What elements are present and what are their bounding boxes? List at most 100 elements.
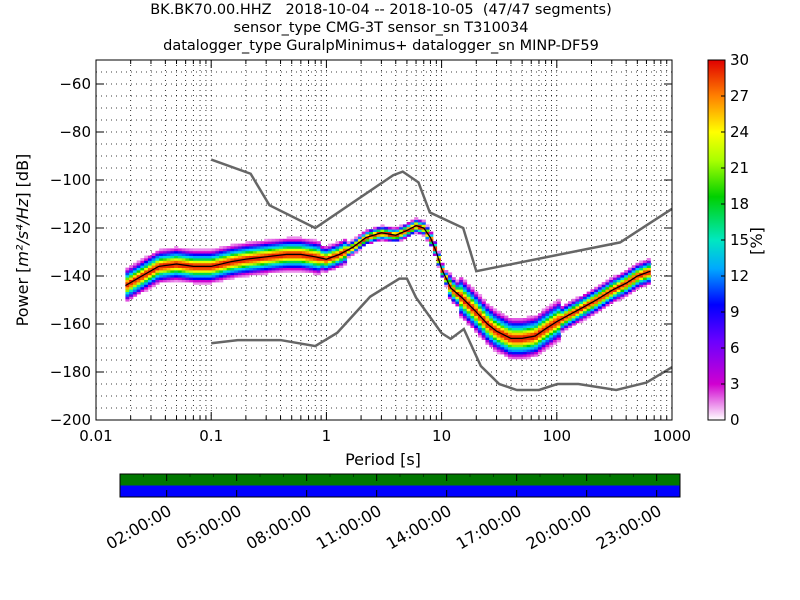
histogram-cell — [241, 243, 246, 247]
histogram-cell — [237, 270, 243, 273]
histogram-cell — [436, 250, 441, 254]
histogram-cell — [421, 219, 426, 223]
histogram-cell — [545, 325, 550, 328]
histogram-cell — [309, 253, 314, 256]
timeline-tick-label: 20:00:00 — [523, 501, 595, 553]
histogram-cell — [234, 267, 239, 271]
histogram-cell — [537, 351, 543, 355]
histogram-cell — [177, 265, 183, 268]
histogram-cell — [522, 354, 528, 357]
histogram-cell — [410, 219, 415, 223]
histogram-cell — [590, 291, 595, 295]
histogram-cell — [286, 262, 291, 266]
histogram-cell — [144, 258, 149, 261]
histogram-cell — [500, 322, 505, 326]
histogram-cell — [290, 250, 295, 254]
histogram-cell — [597, 298, 603, 302]
histogram-cell — [380, 224, 385, 228]
histogram-cell — [245, 241, 250, 244]
histogram-cell — [485, 320, 490, 324]
histogram-cell — [211, 260, 216, 264]
histogram-cell — [159, 253, 164, 256]
histogram-cell — [226, 265, 231, 268]
histogram-cell — [297, 243, 303, 247]
histogram-cell — [552, 334, 558, 338]
histogram-cell — [271, 253, 276, 256]
histogram-cell — [275, 238, 280, 242]
histogram-cell — [241, 267, 246, 271]
histogram-cell — [586, 298, 591, 302]
histogram-cell — [481, 327, 486, 331]
histogram-cell — [245, 250, 250, 254]
histogram-cell — [144, 265, 149, 268]
histogram-cell — [541, 315, 546, 319]
histogram-cell — [245, 265, 250, 268]
histogram-cell — [189, 248, 194, 252]
timeline-tick-label: 14:00:00 — [383, 501, 455, 553]
histogram-cell — [166, 253, 171, 256]
histogram-cell — [605, 303, 610, 307]
histogram-cell — [162, 277, 168, 280]
histogram-cell — [556, 330, 561, 333]
histogram-cell — [207, 248, 213, 252]
histogram-cell — [211, 262, 216, 266]
histogram-cell — [462, 301, 468, 304]
histogram-cell — [642, 282, 648, 285]
histogram-cell — [181, 250, 186, 254]
histogram-cell — [185, 253, 190, 256]
histogram-cell — [252, 248, 258, 252]
histogram-cell — [575, 298, 580, 302]
histogram-cell — [316, 260, 321, 264]
histogram-cell — [455, 286, 460, 290]
histogram-cell — [646, 265, 651, 268]
histogram-cell — [642, 279, 648, 283]
histogram-cell — [526, 325, 531, 328]
histogram-cell — [264, 260, 269, 264]
histogram-cell — [586, 315, 591, 319]
histogram-cell — [541, 339, 546, 343]
histogram-cell — [365, 236, 370, 240]
histogram-cell — [500, 344, 505, 348]
histogram-cell — [459, 282, 464, 285]
histogram-cell — [579, 298, 584, 302]
histogram-cell — [309, 241, 314, 244]
timeline-tick-label: 08:00:00 — [243, 501, 315, 553]
timeline-tick-label: 23:00:00 — [593, 501, 665, 553]
histogram-cell — [477, 303, 483, 307]
histogram-cell — [444, 284, 449, 288]
histogram-cell — [361, 236, 366, 240]
histogram-cell — [489, 308, 494, 312]
histogram-cell — [237, 243, 243, 247]
histogram-cell — [264, 272, 269, 276]
histogram-cell — [144, 255, 149, 259]
histogram-cell — [252, 250, 258, 254]
histogram-cell — [249, 272, 254, 276]
histogram-cell — [609, 277, 614, 280]
histogram-cell — [226, 250, 231, 254]
histogram-cell — [297, 241, 303, 244]
histogram-cell — [174, 255, 179, 259]
histogram-cell — [129, 289, 134, 292]
histogram-cell — [496, 339, 501, 343]
histogram-cell — [256, 255, 261, 259]
histogram-cell — [594, 291, 599, 295]
histogram-cell — [410, 229, 415, 232]
histogram-cell — [459, 315, 464, 319]
histogram-cell — [534, 342, 539, 345]
histogram-cell — [200, 253, 205, 256]
histogram-cell — [234, 258, 239, 261]
histogram-cell — [301, 262, 306, 266]
histogram-cell — [545, 339, 550, 343]
histogram-cell — [136, 274, 141, 278]
histogram-cell — [271, 248, 276, 252]
histogram-cell — [489, 327, 494, 331]
histogram-cell — [147, 279, 153, 283]
histogram-cell — [125, 272, 130, 276]
histogram-cell — [226, 258, 231, 261]
histogram-cell — [125, 277, 130, 280]
histogram-cell — [466, 296, 471, 300]
histogram-cell — [316, 250, 321, 254]
histogram-cell — [256, 262, 261, 266]
histogram-cell — [365, 238, 370, 242]
